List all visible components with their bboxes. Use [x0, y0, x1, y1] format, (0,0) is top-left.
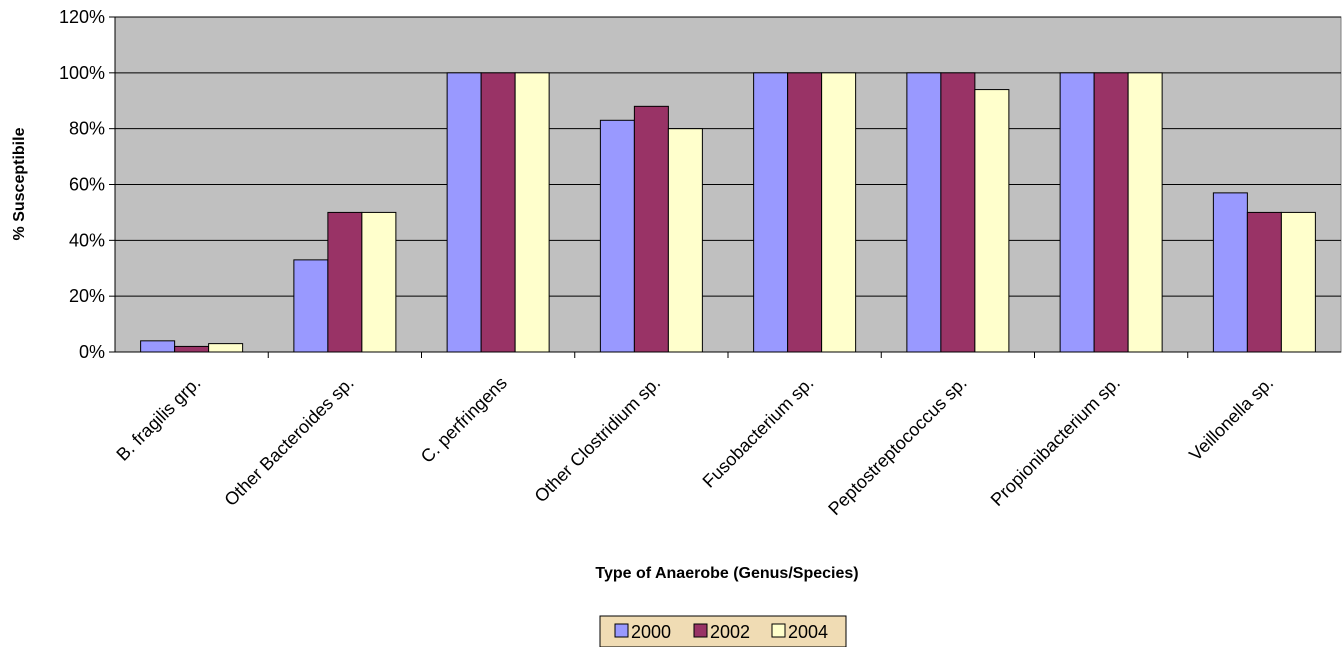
x-tick-label: Other Bacteroides sp. — [220, 373, 357, 510]
bar-2000-5 — [906, 72, 942, 353]
bar-2000-2 — [446, 72, 482, 353]
bar-2000-0 — [140, 340, 176, 353]
y-tick-label: 40% — [69, 230, 105, 250]
bar-2002-5 — [940, 72, 976, 353]
bar-2000-1 — [293, 259, 329, 353]
y-tick-label: 20% — [69, 286, 105, 306]
legend-swatch-2004 — [771, 623, 786, 638]
x-axis-title: Type of Anaerobe (Genus/Species) — [595, 565, 858, 582]
legend-swatch-2002 — [693, 623, 708, 638]
legend-label-2002: 2002 — [710, 622, 750, 642]
x-tick-label: C. perfringens — [417, 373, 511, 467]
bar-2000-7 — [1212, 192, 1248, 353]
bar-2004-7 — [1280, 211, 1316, 353]
legend-label-2004: 2004 — [788, 622, 828, 642]
y-axis: 0% 20% 40% 60% 80% 100% 120% — [59, 7, 116, 362]
bar-2004-3 — [667, 128, 703, 353]
bar-2002-2 — [480, 72, 516, 353]
x-axis: B. fragilis grp. Other Bacteroides sp. C. … — [112, 351, 1341, 519]
bar-2002-7 — [1246, 211, 1282, 353]
bar-2004-5 — [974, 89, 1010, 353]
bar-2004-6 — [1127, 72, 1163, 353]
bar-2000-6 — [1059, 72, 1095, 353]
y-tick-label: 0% — [79, 342, 105, 362]
bar-2004-4 — [821, 72, 857, 353]
bar-2004-0 — [208, 343, 244, 353]
bar-2000-3 — [599, 119, 635, 353]
x-tick-label: Propionibacterium sp. — [987, 373, 1124, 510]
y-tick-label: 80% — [69, 119, 105, 139]
x-tick-label: Peptostreptococcus sp. — [824, 373, 970, 519]
bar-2002-4 — [787, 72, 823, 353]
legend-box — [599, 615, 847, 647]
x-tick-label: B. fragilis grp. — [112, 373, 204, 465]
y-tick-label: 60% — [69, 175, 105, 195]
y-tick-label: 100% — [59, 63, 105, 83]
y-tick-label: 120% — [59, 7, 105, 27]
bar-2004-1 — [361, 211, 397, 353]
bar-2000-4 — [753, 72, 789, 353]
y-axis-title: % Susceptibile — [11, 127, 28, 240]
bar-2002-6 — [1093, 72, 1129, 353]
legend-swatch-2000 — [614, 623, 629, 638]
bar-2004-2 — [514, 72, 550, 353]
x-tick-label: Veillonella sp. — [1185, 373, 1277, 465]
legend: 2000 2002 2004 — [599, 615, 847, 647]
legend-label-2000: 2000 — [631, 622, 671, 642]
bar-2002-3 — [633, 105, 669, 353]
x-tick-label: Other Clostridium sp. — [531, 373, 665, 507]
bar-2002-0 — [174, 345, 210, 353]
bar-2002-1 — [327, 211, 363, 353]
bars — [140, 72, 1316, 353]
x-tick-label: Fusobacterium sp. — [699, 373, 818, 492]
